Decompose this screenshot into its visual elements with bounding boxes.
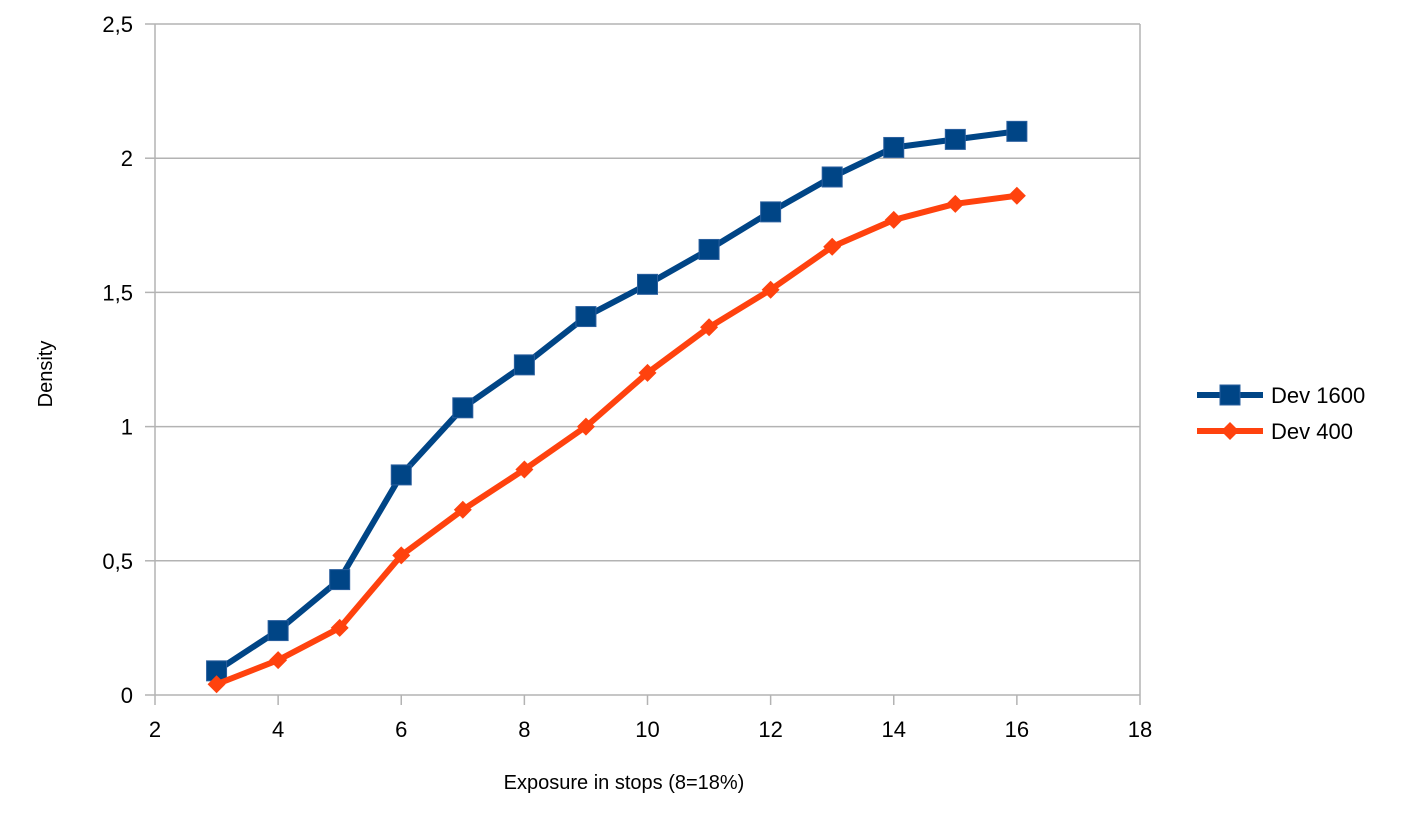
data-point: [883, 136, 905, 158]
axes: [154, 24, 1141, 696]
x-tick-label: 14: [882, 717, 906, 742]
legend: Dev 1600 Dev 400: [1197, 383, 1365, 444]
x-tick-label: 16: [1005, 717, 1029, 742]
data-point: [700, 318, 719, 337]
data-point: [1007, 186, 1026, 205]
data-point: [207, 675, 226, 694]
data-point: [821, 166, 843, 188]
x-tick-label: 8: [518, 717, 530, 742]
y-axis-title: Density: [35, 341, 57, 408]
data-point: [761, 280, 780, 299]
x-tick-label: 10: [635, 717, 659, 742]
data-point: [823, 237, 842, 256]
data-point: [330, 618, 349, 637]
data-point: [698, 238, 720, 260]
y-tick-label: 0,5: [102, 549, 133, 574]
series-layer: [206, 120, 1028, 694]
y-tick-label: 1: [121, 415, 133, 440]
data-point: [760, 201, 782, 223]
legend-marker: [1219, 384, 1241, 406]
data-point: [329, 569, 351, 591]
data-point: [637, 273, 658, 295]
x-axis-ticks: 2 4 6 8 10 12 14 16 18: [149, 695, 1152, 742]
data-point: [452, 397, 474, 419]
legend-item: Dev 1600: [1197, 383, 1365, 408]
legend-marker: [1221, 422, 1239, 440]
y-tick-label: 1,5: [102, 280, 133, 305]
x-tick-label: 12: [758, 717, 782, 742]
x-tick-label: 4: [272, 717, 284, 742]
y-axis-ticks: 0 0,5 1 1,5 2 2,5: [102, 12, 155, 708]
x-tick-label: 6: [395, 717, 407, 742]
data-point: [513, 354, 535, 376]
data-point: [944, 128, 966, 150]
y-tick-label: 2,5: [102, 12, 133, 37]
data-point: [884, 210, 903, 229]
series-dev-400: [207, 186, 1026, 694]
data-point: [946, 194, 965, 213]
x-tick-label: 18: [1128, 717, 1152, 742]
x-tick-label: 2: [149, 717, 161, 742]
data-point: [575, 306, 597, 328]
data-point: [638, 363, 657, 382]
x-axis-title: Exposure in stops (8=18%): [504, 772, 745, 794]
series-line: [213, 192, 1020, 688]
data-point: [1006, 120, 1028, 142]
data-point: [576, 417, 595, 436]
legend-label: Dev 400: [1271, 419, 1353, 444]
legend-item: Dev 400: [1197, 419, 1353, 444]
data-point: [267, 620, 289, 642]
y-tick-label: 2: [121, 146, 133, 171]
series-dev-1600: [206, 120, 1028, 682]
data-point: [390, 464, 412, 486]
data-point: [269, 651, 288, 670]
data-point: [453, 500, 472, 519]
y-tick-label: 0: [121, 683, 133, 708]
legend-label: Dev 1600: [1271, 383, 1365, 408]
data-point: [392, 546, 411, 565]
data-point: [515, 460, 534, 479]
